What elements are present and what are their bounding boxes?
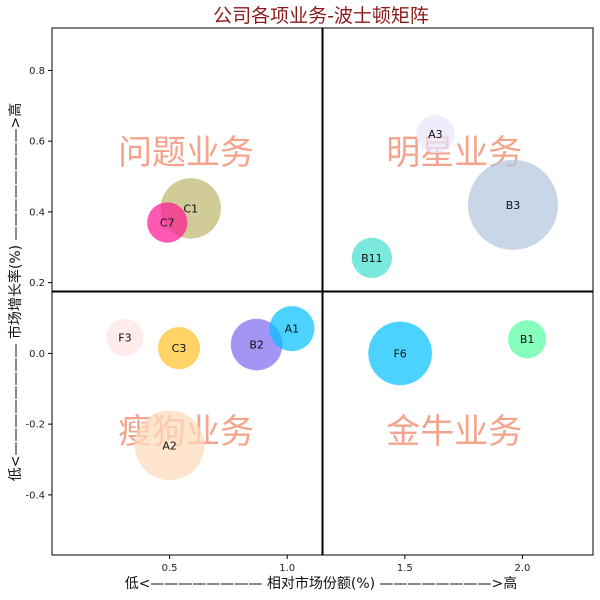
bubble-label-B11: B11 <box>361 252 383 265</box>
quadrant-label-3: 金牛业务 <box>386 412 522 452</box>
bubble-label-F3: F3 <box>118 331 131 344</box>
bubble-B3 <box>468 159 559 250</box>
bubble-B1 <box>508 320 547 359</box>
bubble-label-C7: C7 <box>160 217 175 230</box>
x-tick-label-1: 1.0 <box>279 563 295 574</box>
bubble-label-A1: A1 <box>285 323 300 336</box>
quadrant-dividers <box>52 28 593 555</box>
y-axis-ticks: -0.4 -0.2 0.0 0.2 0.4 0.6 0.8 <box>25 66 52 501</box>
y-axis-label: 低<———————— 市场增长率(%) ————————>高 <box>7 103 24 482</box>
bubble-C7 <box>147 202 188 243</box>
bubble-C3 <box>157 326 201 370</box>
chart-title: 公司各项业务-波士顿矩阵 <box>213 5 429 27</box>
x-tick-label-0: 0.5 <box>162 563 178 574</box>
bubbles: A3 B3 B11 C1 C7 F3 C3 B2 A1 F6 B1 A2 <box>106 115 559 481</box>
bubble-label-B2: B2 <box>249 339 264 352</box>
bubble-B11 <box>351 237 393 279</box>
bubble-label-B3: B3 <box>506 199 521 212</box>
bubble-label-A3: A3 <box>428 128 443 141</box>
y-tick-label-4: 0.4 <box>29 207 45 218</box>
quadrant-label-0: 问题业务 <box>118 133 254 173</box>
x-axis-ticks: 0.5 1.0 1.5 2.0 <box>162 555 530 574</box>
y-tick-label-2: 0.0 <box>29 349 45 360</box>
bubble-label-C1: C1 <box>183 202 198 215</box>
bubble-A1 <box>269 306 315 352</box>
bubble-label-F6: F6 <box>393 347 406 360</box>
bubble-F6 <box>368 321 432 386</box>
bubble-F3 <box>106 318 144 357</box>
bubble-label-B1: B1 <box>520 333 535 346</box>
x-axis-label: 低<———————— 相对市场份额(%) ————————>高 <box>125 575 518 592</box>
bubble-A3 <box>416 115 455 154</box>
y-tick-label-1: -0.2 <box>25 420 45 431</box>
bubble-label-A2: A2 <box>162 439 177 452</box>
x-tick-label-2: 1.5 <box>397 563 413 574</box>
y-tick-label-5: 0.6 <box>29 137 45 148</box>
y-tick-label-3: 0.2 <box>29 278 45 289</box>
bubble-B2 <box>230 318 283 371</box>
y-tick-label-6: 0.8 <box>29 66 45 77</box>
bubble-label-C3: C3 <box>172 342 187 355</box>
y-tick-label-0: -0.4 <box>25 490 45 501</box>
bubble-A2 <box>134 410 205 481</box>
x-tick-label-3: 2.0 <box>514 563 530 574</box>
